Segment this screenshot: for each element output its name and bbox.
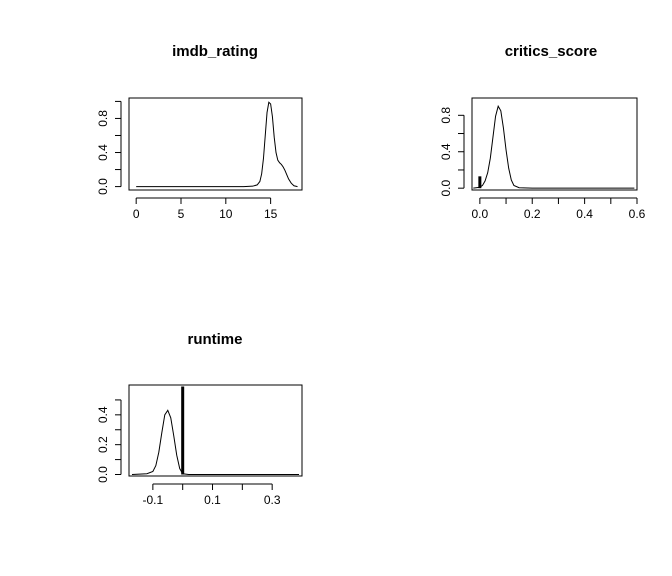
x-tick-label: -0.1 bbox=[143, 493, 164, 507]
y-tick-label: 0.4 bbox=[96, 144, 110, 161]
density-curve bbox=[136, 101, 298, 188]
x-tick-label: 5 bbox=[178, 207, 185, 221]
y-tick-label: 0.8 bbox=[439, 107, 453, 124]
y-tick-label: 0.0 bbox=[96, 178, 110, 195]
y-tick-label: 0.4 bbox=[96, 406, 110, 423]
x-tick-label: 0.4 bbox=[576, 207, 593, 221]
y-tick-label: 0.8 bbox=[96, 110, 110, 127]
x-tick-label: 0 bbox=[133, 207, 140, 221]
density-curve bbox=[131, 409, 300, 476]
x-tick-label: 0.0 bbox=[472, 207, 489, 221]
x-tick-label: 0.6 bbox=[629, 207, 646, 221]
x-tick-label: 15 bbox=[264, 207, 278, 221]
chart-title: imdb_rating bbox=[172, 43, 258, 60]
chart-title: critics_score bbox=[505, 43, 598, 60]
x-tick-label: 0.2 bbox=[524, 207, 541, 221]
x-tick-label: 0.1 bbox=[204, 493, 221, 507]
density-curve bbox=[473, 104, 635, 189]
x-tick-label: 10 bbox=[219, 207, 233, 221]
chart-title: runtime bbox=[187, 331, 242, 348]
critics-score-panel: critics_score 0.0 0.2 0.4 0.6 0.0 0.4 0.8 bbox=[439, 43, 646, 221]
y-tick-label: 0.0 bbox=[96, 466, 110, 483]
y-tick-label: 0.2 bbox=[96, 436, 110, 453]
runtime-panel: runtime -0.1 0.1 0.3 0.0 0.2 0.4 bbox=[96, 331, 303, 507]
y-tick-label: 0.0 bbox=[439, 180, 453, 197]
plot-frame bbox=[471, 97, 638, 191]
imdb-rating-panel: imdb_rating 0 5 10 15 0.0 0.4 0.8 bbox=[96, 43, 303, 221]
y-tick-label: 0.4 bbox=[439, 143, 453, 160]
plot-frame bbox=[128, 97, 303, 191]
x-tick-label: 0.3 bbox=[264, 493, 281, 507]
plot-frame bbox=[128, 384, 303, 477]
